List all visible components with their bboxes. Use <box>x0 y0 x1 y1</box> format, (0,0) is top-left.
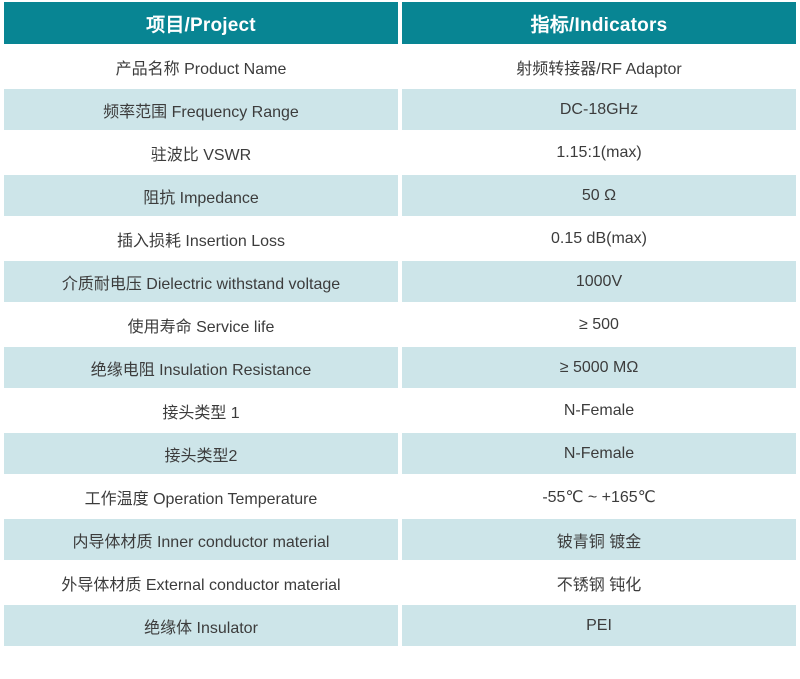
spec-table-header: 项目/Project 指标/Indicators <box>0 0 800 46</box>
project-cell: 接头类型2 <box>0 431 402 476</box>
indicator-cell: DC-18GHz <box>398 87 800 132</box>
indicator-cell: ≥ 500 <box>398 302 800 347</box>
table-row: 阻抗 Impedance 50 Ω <box>0 173 800 218</box>
table-row: 使用寿命 Service life ≥ 500 <box>0 302 800 347</box>
table-row: 插入损耗 Insertion Loss 0.15 dB(max) <box>0 216 800 261</box>
project-cell: 插入损耗 Insertion Loss <box>0 216 402 261</box>
indicator-cell: -55℃ ~ +165℃ <box>398 474 800 519</box>
project-cell: 频率范围 Frequency Range <box>0 87 402 132</box>
project-cell: 阻抗 Impedance <box>0 173 402 218</box>
table-row: 接头类型 1 N-Female <box>0 388 800 433</box>
project-cell: 产品名称 Product Name <box>0 44 402 89</box>
spec-table: 项目/Project 指标/Indicators 产品名称 Product Na… <box>0 0 800 648</box>
header-row: 项目/Project 指标/Indicators <box>0 0 800 46</box>
indicator-cell: ≥ 5000 MΩ <box>398 345 800 390</box>
indicator-cell: N-Female <box>398 431 800 476</box>
project-cell: 外导体材质 External conductor material <box>0 560 402 605</box>
project-cell: 使用寿命 Service life <box>0 302 402 347</box>
header-cell-project: 项目/Project <box>0 0 402 46</box>
table-row: 频率范围 Frequency Range DC-18GHz <box>0 87 800 132</box>
indicator-cell: N-Female <box>398 388 800 433</box>
project-cell: 介质耐电压 Dielectric withstand voltage <box>0 259 402 304</box>
indicator-cell: 1.15:1(max) <box>398 130 800 175</box>
indicator-cell: 1000V <box>398 259 800 304</box>
indicator-cell: 铍青铜 镀金 <box>398 517 800 562</box>
project-cell: 绝缘电阻 Insulation Resistance <box>0 345 402 390</box>
project-cell: 工作温度 Operation Temperature <box>0 474 402 519</box>
project-cell: 绝缘体 Insulator <box>0 603 402 648</box>
table-row: 介质耐电压 Dielectric withstand voltage 1000V <box>0 259 800 304</box>
project-cell: 驻波比 VSWR <box>0 130 402 175</box>
indicator-cell: 50 Ω <box>398 173 800 218</box>
indicator-cell: 不锈钢 钝化 <box>398 560 800 605</box>
table-row: 接头类型2 N-Female <box>0 431 800 476</box>
table-row: 绝缘电阻 Insulation Resistance ≥ 5000 MΩ <box>0 345 800 390</box>
table-row: 外导体材质 External conductor material 不锈钢 钝化 <box>0 560 800 605</box>
table-row: 驻波比 VSWR 1.15:1(max) <box>0 130 800 175</box>
table-row: 内导体材质 Inner conductor material 铍青铜 镀金 <box>0 517 800 562</box>
indicator-cell: PEI <box>398 603 800 648</box>
table-row: 绝缘体 Insulator PEI <box>0 603 800 648</box>
project-cell: 接头类型 1 <box>0 388 402 433</box>
spec-table-body: 产品名称 Product Name 射频转接器/RF Adaptor 频率范围 … <box>0 44 800 648</box>
project-cell: 内导体材质 Inner conductor material <box>0 517 402 562</box>
table-row: 产品名称 Product Name 射频转接器/RF Adaptor <box>0 44 800 89</box>
indicator-cell: 射频转接器/RF Adaptor <box>398 44 800 89</box>
table-row: 工作温度 Operation Temperature -55℃ ~ +165℃ <box>0 474 800 519</box>
indicator-cell: 0.15 dB(max) <box>398 216 800 261</box>
header-cell-indicators: 指标/Indicators <box>398 0 800 46</box>
